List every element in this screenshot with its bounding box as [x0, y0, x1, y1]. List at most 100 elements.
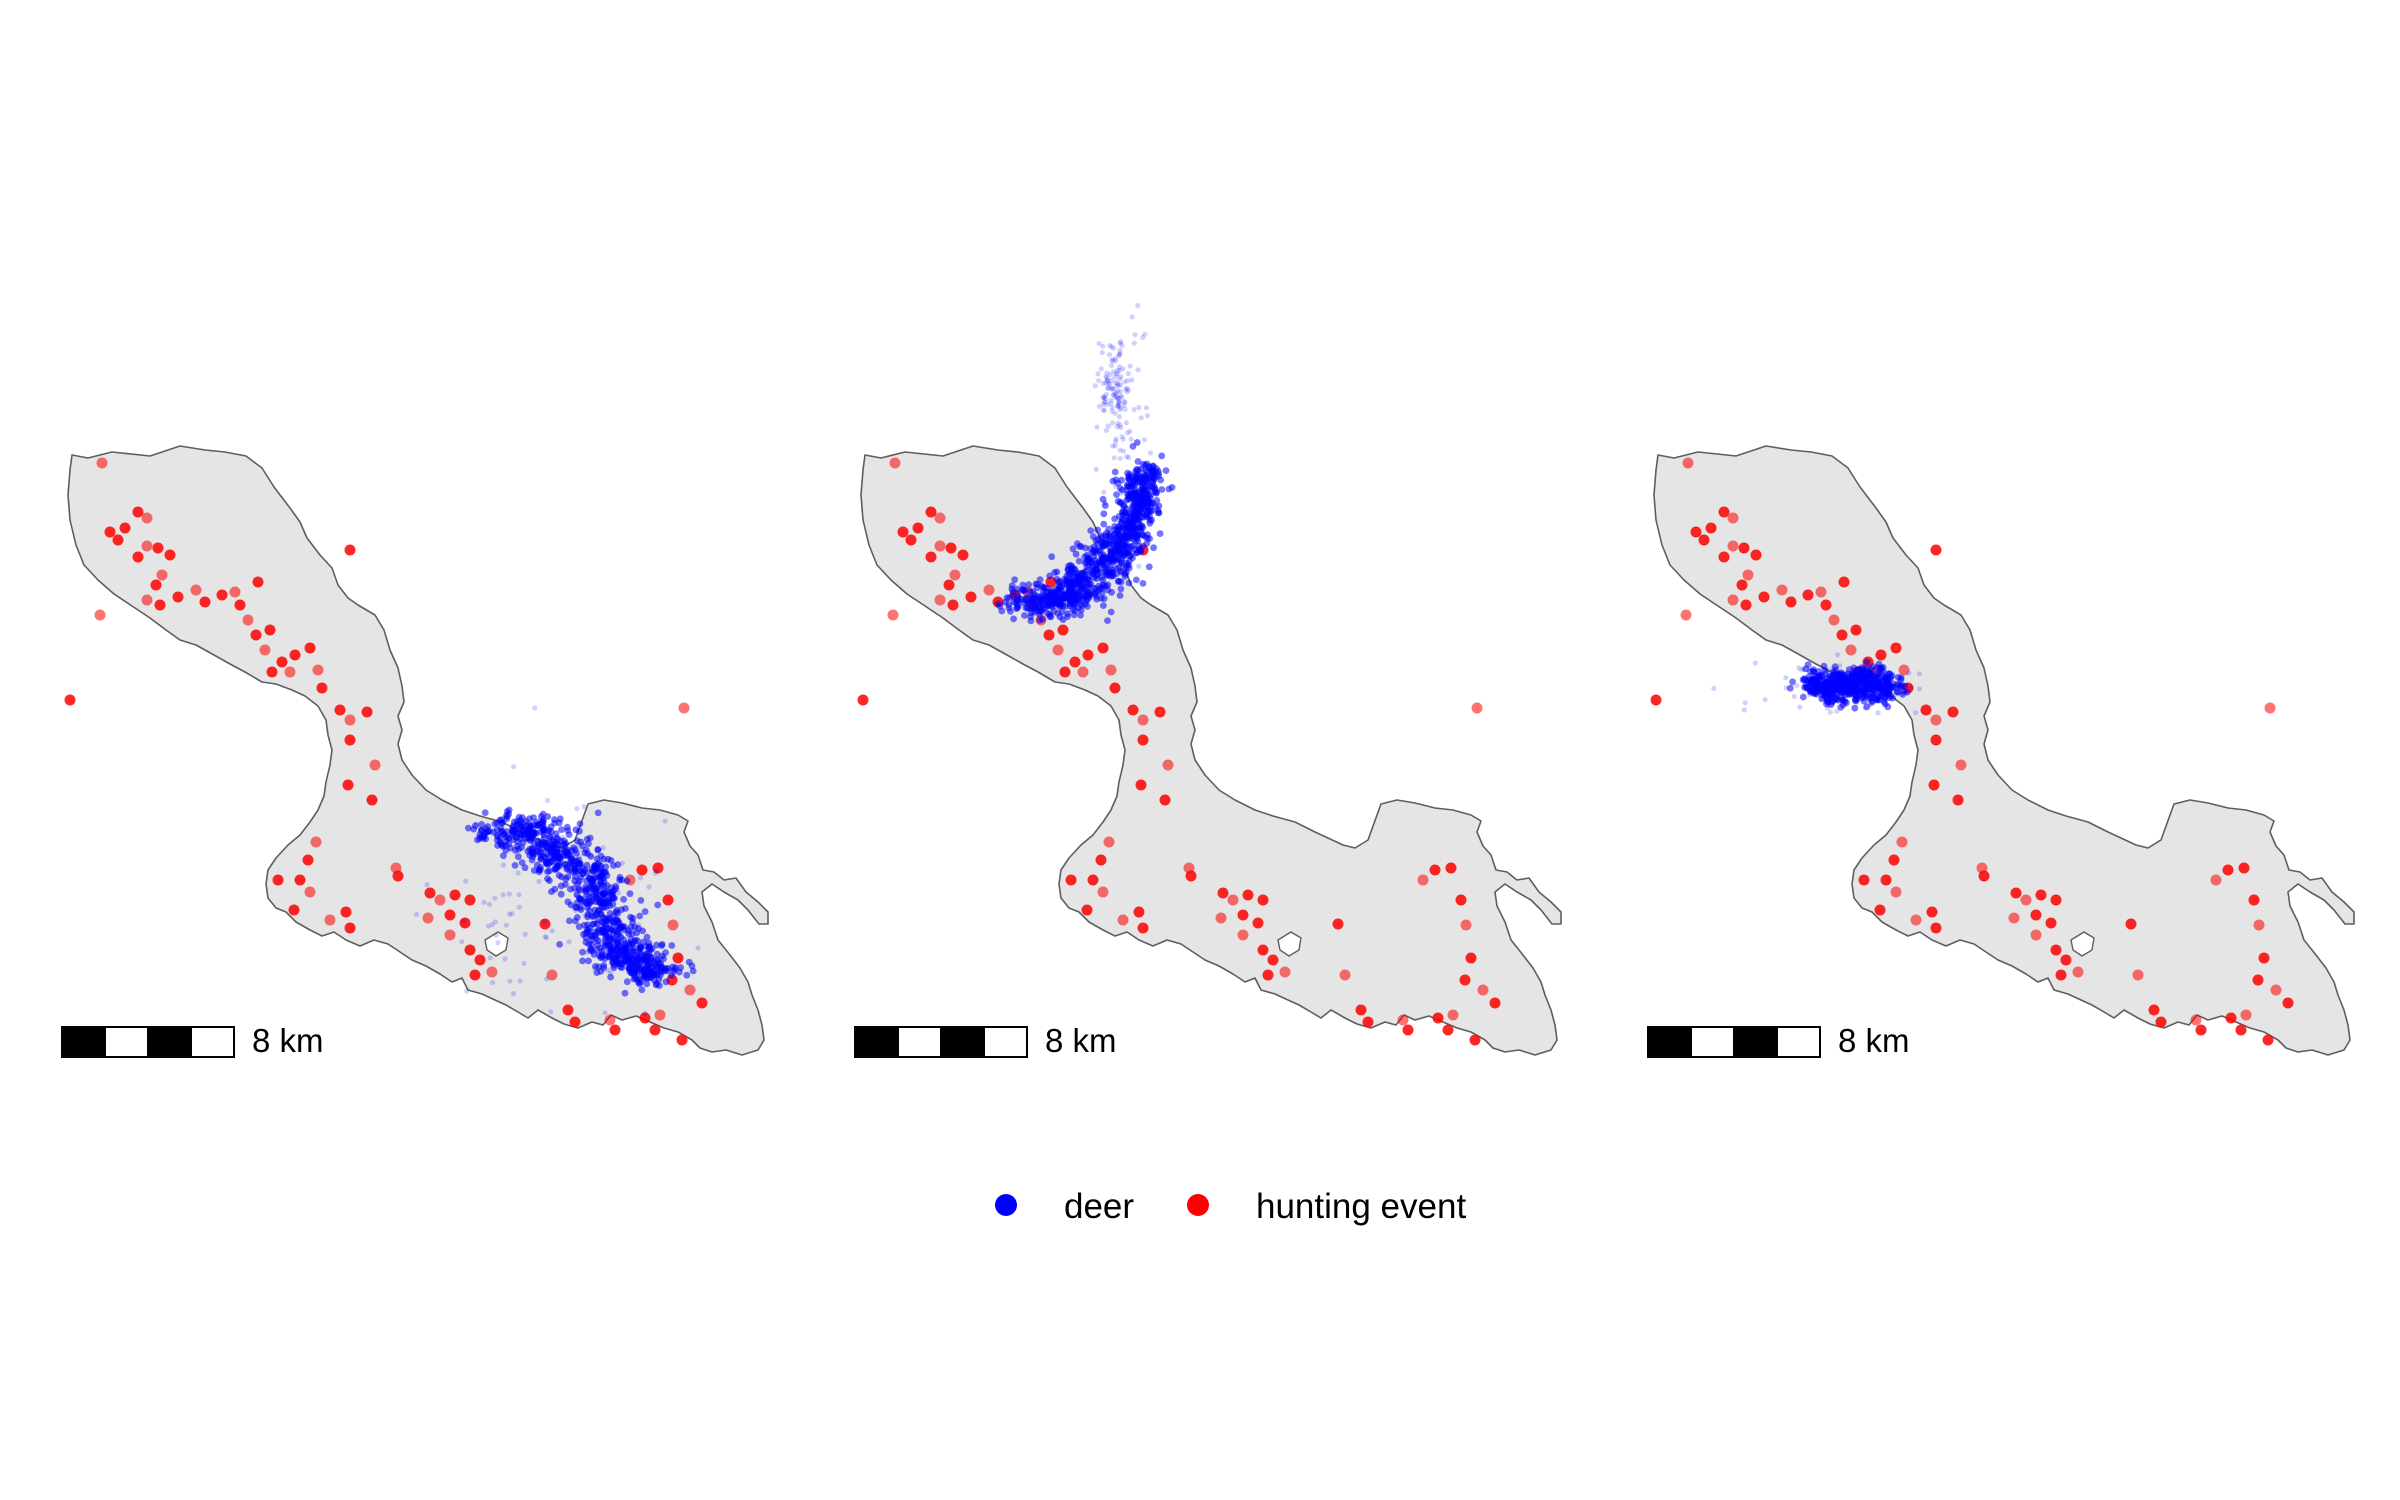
deer-location-point — [544, 797, 551, 804]
deer-location-point — [1116, 403, 1122, 409]
deer-location-point — [643, 980, 651, 988]
deer-location-point — [506, 911, 513, 917]
deer-location-point — [464, 988, 470, 994]
deer-location-point — [1067, 587, 1075, 594]
deer-location-point — [670, 968, 678, 975]
hunting-event-point — [242, 614, 254, 626]
deer-location-point — [1887, 692, 1895, 700]
deer-location-point — [658, 941, 666, 948]
deer-location-point — [633, 959, 641, 967]
deer-location-point — [1114, 380, 1120, 387]
deer-location-point — [1817, 690, 1823, 696]
hunting-event-point — [1397, 1014, 1409, 1026]
hunting-event-point — [229, 586, 241, 598]
deer-location-point — [614, 936, 621, 943]
hunting-event-point — [1930, 714, 1942, 726]
deer-location-point — [1817, 671, 1823, 677]
deer-location-point — [1131, 406, 1137, 413]
hunting-event-point — [172, 591, 184, 603]
deer-location-point — [515, 813, 523, 821]
hunting-event-point — [1137, 734, 1149, 746]
legend: deer hunting event — [995, 1187, 1466, 1226]
hunting-event-point — [1267, 954, 1279, 966]
deer-location-point — [414, 911, 420, 918]
deer-location-point — [607, 973, 614, 981]
hunting-event-point — [1718, 551, 1730, 563]
deer-location-point — [581, 804, 587, 810]
deer-location-point — [594, 937, 602, 945]
deer-location-point — [1850, 692, 1856, 698]
deer-location-point — [1092, 572, 1099, 579]
deer-location-point — [1789, 678, 1796, 686]
deer-location-point — [1112, 547, 1120, 555]
deer-location-point — [1819, 684, 1825, 690]
deer-location-point — [1863, 679, 1871, 687]
deer-location-point — [1118, 339, 1124, 345]
hunting-event-point — [119, 522, 131, 534]
deer-location-point — [586, 834, 594, 842]
deer-location-point — [473, 821, 479, 827]
deer-location-point — [1123, 386, 1129, 392]
deer-location-point — [486, 901, 493, 907]
deer-location-point — [585, 957, 592, 965]
hunting-event-point — [539, 918, 551, 930]
hunting-event-point — [1898, 664, 1910, 676]
deer-location-point — [1108, 400, 1114, 407]
deer-location-point — [1046, 572, 1053, 580]
deer-location-point — [1133, 535, 1141, 542]
deer-location-point — [1119, 505, 1126, 511]
deer-location-point — [1109, 357, 1115, 363]
deer-location-point — [1885, 670, 1891, 676]
hunting-event-point — [934, 594, 946, 606]
hunting-event-point — [1930, 544, 1942, 556]
deer-location-point — [609, 955, 617, 962]
deer-location-point — [605, 899, 613, 906]
hunting-event-point — [1237, 909, 1249, 921]
deer-location-point — [585, 900, 593, 908]
deer-locations — [414, 705, 701, 1016]
hunting-event-point — [252, 576, 264, 588]
hunting-event-point — [1133, 906, 1145, 918]
deer-location-point — [1122, 379, 1128, 385]
deer-location-point — [555, 819, 563, 827]
deer-location-point — [1106, 380, 1112, 386]
hunting-event-point — [1776, 584, 1788, 596]
deer-location-point — [1859, 668, 1867, 676]
deer-location-point — [1101, 502, 1109, 509]
deer-location-point — [544, 976, 550, 982]
deer-location-point — [1870, 677, 1878, 685]
deer-location-point — [606, 950, 612, 957]
hunting-event-point — [1417, 874, 1429, 886]
deer-location-point — [638, 875, 644, 881]
hunting-event-point — [284, 666, 296, 678]
deer-location-point — [1893, 685, 1899, 691]
deer-location-point — [1051, 569, 1058, 576]
deer-location-point — [1072, 550, 1080, 558]
deer-location-point — [636, 912, 644, 920]
hunting-event-point — [266, 666, 278, 678]
hunting-event-point — [1237, 929, 1249, 941]
deer-location-point — [1165, 485, 1173, 493]
deer-location-point — [1121, 399, 1127, 405]
deer-location-point — [615, 890, 622, 896]
deer-location-point — [507, 978, 513, 984]
deer-location-point — [1064, 610, 1072, 618]
deer-location-point — [994, 600, 1002, 607]
hunting-event-point — [422, 912, 434, 924]
deer-location-point — [1056, 613, 1064, 621]
deer-location-point — [1837, 663, 1843, 669]
deer-location-point — [1109, 558, 1116, 566]
hunting-event-point — [1838, 576, 1850, 588]
deer-location-point — [1802, 665, 1810, 673]
deer-location-point — [1048, 553, 1056, 561]
hunting-event-point — [1137, 922, 1149, 934]
deer-location-point — [1030, 594, 1038, 602]
deer-location-point — [1050, 607, 1058, 615]
hunting-event-point — [2258, 952, 2270, 964]
deer-location-point — [1864, 689, 1870, 695]
hunting-event-point — [216, 589, 228, 601]
scale-bar — [854, 1026, 1028, 1058]
deer-location-point — [1138, 503, 1146, 511]
deer-location-point — [1096, 403, 1102, 409]
deer-location-point — [592, 898, 599, 905]
